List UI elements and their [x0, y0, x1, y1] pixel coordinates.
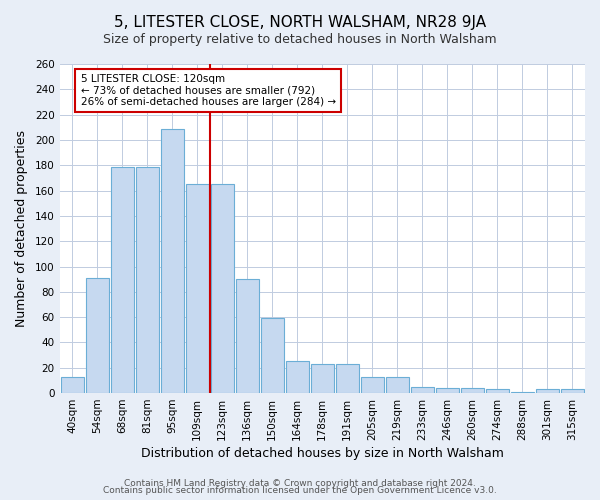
- Bar: [336, 364, 359, 393]
- Bar: [161, 128, 184, 393]
- Bar: [211, 184, 234, 393]
- Bar: [185, 184, 209, 393]
- Text: 5 LITESTER CLOSE: 120sqm
← 73% of detached houses are smaller (792)
26% of semi-: 5 LITESTER CLOSE: 120sqm ← 73% of detach…: [80, 74, 335, 107]
- Text: Contains public sector information licensed under the Open Government Licence v3: Contains public sector information licen…: [103, 486, 497, 495]
- Bar: [136, 166, 158, 393]
- Bar: [461, 388, 484, 393]
- Text: 5, LITESTER CLOSE, NORTH WALSHAM, NR28 9JA: 5, LITESTER CLOSE, NORTH WALSHAM, NR28 9…: [114, 15, 486, 30]
- Bar: [236, 279, 259, 393]
- Bar: [61, 376, 83, 393]
- Text: Size of property relative to detached houses in North Walsham: Size of property relative to detached ho…: [103, 32, 497, 46]
- Bar: [436, 388, 459, 393]
- Bar: [110, 166, 134, 393]
- Bar: [361, 376, 384, 393]
- Bar: [411, 386, 434, 393]
- Bar: [386, 376, 409, 393]
- Bar: [86, 278, 109, 393]
- Bar: [511, 392, 534, 393]
- Bar: [561, 390, 584, 393]
- Bar: [286, 362, 309, 393]
- X-axis label: Distribution of detached houses by size in North Walsham: Distribution of detached houses by size …: [141, 447, 504, 460]
- Y-axis label: Number of detached properties: Number of detached properties: [15, 130, 28, 327]
- Bar: [486, 390, 509, 393]
- Bar: [261, 318, 284, 393]
- Bar: [536, 390, 559, 393]
- Bar: [311, 364, 334, 393]
- Text: Contains HM Land Registry data © Crown copyright and database right 2024.: Contains HM Land Registry data © Crown c…: [124, 478, 476, 488]
